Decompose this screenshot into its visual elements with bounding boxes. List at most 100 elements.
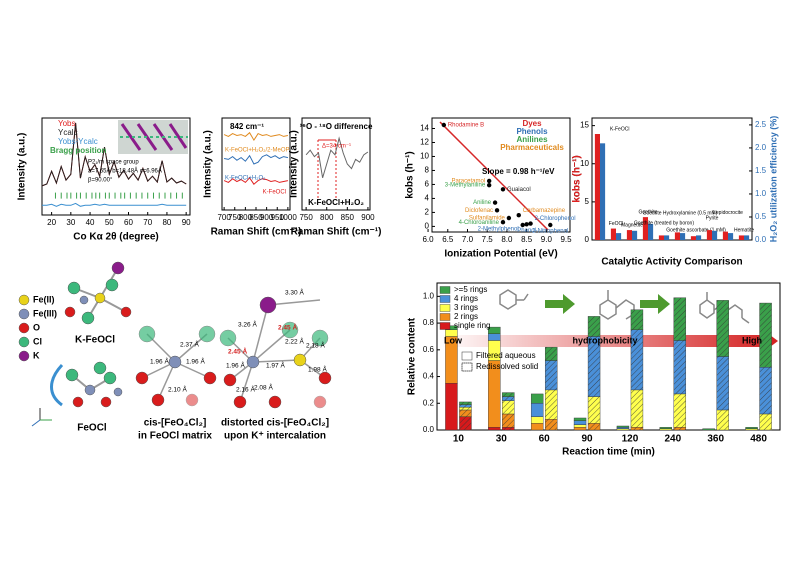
bar-segment xyxy=(530,403,544,417)
bond-length: 3.30 Å xyxy=(285,288,304,297)
bar xyxy=(680,233,686,240)
bar-segment xyxy=(544,389,558,420)
structure-label: in FeOCl matrix xyxy=(138,431,212,442)
bond-length: 1.96 Å xyxy=(186,357,205,366)
x-axis-label: Raman Shift (cm⁻¹) xyxy=(211,227,302,238)
bar-segment xyxy=(616,427,630,429)
transform-arrow xyxy=(50,363,64,407)
chart-title: ¹⁶O - ¹⁸O difference xyxy=(300,122,373,131)
x-tick-label: 950 xyxy=(271,213,285,222)
category-label: Goethite (treated by boron) xyxy=(634,221,694,227)
bar xyxy=(664,235,670,240)
category-label: Magnetite xyxy=(621,222,643,228)
y-tick-label: 0.6 xyxy=(423,345,435,354)
point-label: Carbamazepine xyxy=(523,208,566,214)
structure-cis xyxy=(135,325,217,407)
x-tick-label: 80 xyxy=(162,218,171,227)
bar xyxy=(600,143,606,240)
legend-hatch xyxy=(461,362,473,372)
bar-segment xyxy=(659,428,673,431)
x-tick-label: 6.5 xyxy=(442,235,454,244)
series-line xyxy=(42,202,187,207)
bar xyxy=(616,233,622,240)
data-point xyxy=(520,222,525,228)
data-point xyxy=(486,178,492,184)
bond-length: 1.97 Å xyxy=(266,361,285,370)
x-tick-label: 90 xyxy=(582,434,594,445)
structure-k-feocl xyxy=(64,261,132,325)
legend-label: 2 rings xyxy=(454,312,478,321)
y2-tick-label: 2.0 xyxy=(755,143,767,152)
bar xyxy=(594,134,600,240)
y-tick-label: 4 xyxy=(425,194,430,203)
legend-entry: Phenols xyxy=(516,127,548,136)
bar xyxy=(744,235,750,240)
category-label: Lepidocrocite xyxy=(713,210,743,216)
molecule-sequence xyxy=(499,289,750,324)
bar xyxy=(696,235,702,240)
x-tick-label: 30 xyxy=(66,218,75,227)
point-label: Phenol xyxy=(517,228,536,234)
legend-label: 3 rings xyxy=(454,303,478,312)
y-axis-label: kobs (h⁻¹) xyxy=(572,155,583,203)
legend-label: 4 rings xyxy=(454,294,478,303)
legend-label: Filtered aqueous xyxy=(476,351,536,360)
bar-segment xyxy=(459,416,472,431)
category-label: Goethite xyxy=(639,209,658,215)
data-point xyxy=(500,220,506,225)
y-tick-label: 10 xyxy=(420,152,429,161)
x-axis-label: Reaction time (min) xyxy=(562,447,655,458)
x-tick-label: 800 xyxy=(239,213,253,222)
bar-segment xyxy=(745,427,758,429)
bond-length: 2.45 Å xyxy=(228,347,247,356)
category-label: Hematite xyxy=(734,228,754,234)
data-point xyxy=(548,222,553,228)
series-line xyxy=(223,176,289,185)
crystal-inset xyxy=(118,120,188,154)
legend-atom xyxy=(18,294,30,306)
y-axis-label: kobs (h⁻¹) xyxy=(572,155,583,203)
bar-segment xyxy=(759,366,772,415)
structure-distorted xyxy=(219,296,332,409)
x-tick-label: 90 xyxy=(182,218,191,227)
bond-length: 1.96 Å xyxy=(226,361,245,370)
bar-segment xyxy=(488,333,501,341)
legend-label: >=5 rings xyxy=(454,285,487,294)
data-point xyxy=(494,208,500,213)
bar xyxy=(728,233,734,240)
x-tick-label: 7.0 xyxy=(462,235,474,244)
bar xyxy=(648,223,654,240)
y-tick-label: 2 xyxy=(425,208,430,217)
y-axis-label: Intensity (a.u.) xyxy=(289,130,300,198)
x-tick-label: 9.5 xyxy=(560,235,572,244)
annotation: a=7.65Å b=18.48Å c=6.96Å xyxy=(88,168,162,175)
point-label: 3-Methylaniline xyxy=(445,183,486,189)
legend-label: Fe(II) xyxy=(33,294,55,304)
bar-segment xyxy=(630,427,644,431)
bar-segment xyxy=(488,427,501,431)
legend-label: Yobs xyxy=(58,119,76,128)
bond-length: 2.22 Å xyxy=(285,337,304,346)
bar-segment xyxy=(587,316,601,337)
y-tick-label: 0.8 xyxy=(423,318,435,327)
point-label: 2-Nitrophenol xyxy=(532,229,568,235)
legend-label: K-FeOCl+H₂O₂ xyxy=(225,176,266,182)
point-label: 4-Chloroaniline xyxy=(459,220,500,226)
bar xyxy=(658,235,664,240)
category-label: Goethite ascorbate (1 mM) xyxy=(666,228,726,234)
legend-swatch xyxy=(461,362,473,372)
bar-segment xyxy=(573,424,587,428)
data-point xyxy=(486,182,492,188)
category-label: FeOCl xyxy=(609,221,623,227)
x-tick-label: 70 xyxy=(143,218,152,227)
bar-segment xyxy=(530,423,544,431)
legend-swatch xyxy=(439,286,451,294)
bar-segment xyxy=(716,409,729,431)
legend-swatch xyxy=(439,313,451,321)
bar-segment xyxy=(573,420,587,425)
y2-tick-label: 1.0 xyxy=(755,189,767,198)
x-tick-label: 900 xyxy=(361,213,375,222)
bar-segment xyxy=(530,393,544,404)
x-tick-label: 9.0 xyxy=(541,235,553,244)
bar-segment xyxy=(616,425,630,428)
